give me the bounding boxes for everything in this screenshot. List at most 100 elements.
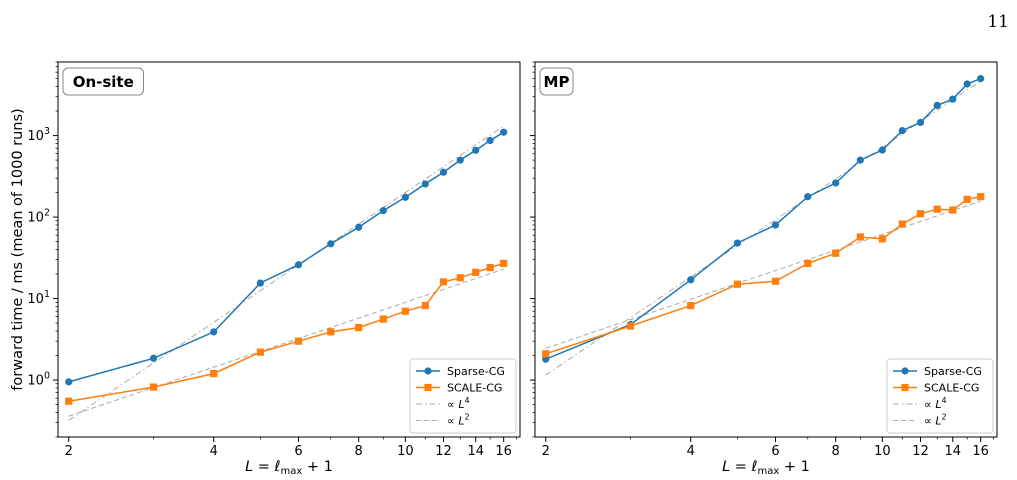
y-tick-label: 103 xyxy=(27,126,50,144)
data-point xyxy=(379,207,387,215)
data-point xyxy=(856,156,864,164)
data-point xyxy=(898,220,906,228)
legend-marker xyxy=(424,383,432,392)
data-point xyxy=(933,205,941,213)
legend-marker xyxy=(901,383,909,392)
legend-label: ∝ L4 xyxy=(447,396,470,411)
panel-title-text: MP xyxy=(544,73,570,91)
legend: Sparse-CG SCALE-CG∝ L4 ∝ L2 xyxy=(409,358,517,434)
panel-title-box xyxy=(62,67,144,96)
data-point xyxy=(65,378,73,386)
data-point xyxy=(439,278,448,286)
legend-box xyxy=(886,358,994,434)
data-point xyxy=(949,95,957,103)
x-tick-label: 6 xyxy=(294,444,302,459)
data-point xyxy=(149,383,158,391)
y-tick-label: 101 xyxy=(27,289,50,307)
data-point xyxy=(977,193,985,201)
data-point xyxy=(878,146,886,154)
legend-label: Sparse-CG xyxy=(447,365,505,378)
legend-label: ∝ L2 xyxy=(447,413,470,428)
x-tick-label: 12 xyxy=(912,444,929,459)
panel-on-site: 100 101 102 103 2 4 6 8 10 12 14 16 L = ℓmax + 1 On-s… xyxy=(27,61,521,477)
data-point xyxy=(626,322,635,330)
panel-title: On-site xyxy=(62,67,144,96)
legend-label: SCALE-CG xyxy=(924,382,979,395)
panel-title: MP xyxy=(539,67,574,96)
x-tick-label: 16 xyxy=(495,444,512,459)
data-point xyxy=(542,350,550,358)
data-point xyxy=(421,180,429,188)
x-tick-label: 2 xyxy=(65,444,73,459)
data-point xyxy=(804,259,812,268)
data-point xyxy=(500,128,508,136)
series-group xyxy=(65,125,508,421)
data-point xyxy=(256,348,264,356)
data-point xyxy=(401,307,409,315)
x-tick-label: 12 xyxy=(435,444,452,459)
x-tick-label: 14 xyxy=(944,444,961,459)
data-point xyxy=(687,276,695,284)
data-point xyxy=(832,249,840,257)
data-point xyxy=(379,315,387,323)
data-point xyxy=(856,233,864,241)
data-point xyxy=(355,324,363,332)
data-point xyxy=(804,193,812,201)
x-tick-label: 2 xyxy=(542,444,550,459)
data-point xyxy=(401,193,409,201)
panel-title-text: On-site xyxy=(73,73,134,91)
data-point xyxy=(933,101,941,109)
data-point xyxy=(421,301,429,310)
data-point xyxy=(256,279,264,287)
data-point xyxy=(210,369,218,378)
legend-marker xyxy=(901,367,909,375)
data-point xyxy=(456,274,464,282)
data-point xyxy=(963,80,971,88)
data-point xyxy=(733,280,741,288)
x-axis-label: L = ℓmax + 1 xyxy=(245,459,333,477)
legend: Sparse-CG SCALE-CG∝ L4 ∝ L2 xyxy=(886,358,994,434)
x-axis-label: L = ℓmax + 1 xyxy=(722,459,810,477)
x-tick-label: 10 xyxy=(874,444,891,459)
data-point xyxy=(878,235,886,243)
data-point xyxy=(486,136,494,145)
data-point xyxy=(486,263,494,272)
legend-label: ∝ L2 xyxy=(924,413,947,428)
data-point xyxy=(898,127,906,135)
series-line-scale-cg xyxy=(545,195,981,355)
data-point xyxy=(687,301,695,310)
data-point xyxy=(949,206,957,214)
data-point xyxy=(542,355,550,363)
data-point xyxy=(65,397,73,405)
data-point xyxy=(916,210,925,218)
series-group xyxy=(542,75,985,376)
series-line--l4 xyxy=(545,80,981,376)
data-point xyxy=(439,168,448,176)
page-number: 11 xyxy=(987,12,1009,32)
x-tick-label: 10 xyxy=(397,444,414,459)
x-tick-label: 16 xyxy=(972,444,989,459)
data-point xyxy=(327,328,335,336)
data-point xyxy=(456,156,464,164)
x-tick-label: 14 xyxy=(467,444,484,459)
data-point xyxy=(149,354,158,362)
series-line--l4 xyxy=(68,125,504,421)
data-point xyxy=(472,146,480,154)
data-point xyxy=(294,261,303,269)
data-point xyxy=(963,195,971,203)
x-tick-label: 4 xyxy=(210,444,218,459)
y-axis-label: forward time / ms (mean of 1000 runs) xyxy=(10,108,26,390)
y-tick-label: 100 xyxy=(27,371,50,389)
data-point xyxy=(832,179,840,187)
y-tick-label: 102 xyxy=(27,208,50,226)
legend-box xyxy=(409,358,517,434)
data-point xyxy=(294,337,303,345)
data-point xyxy=(771,221,780,229)
series-line--l2 xyxy=(545,200,981,349)
data-point xyxy=(472,268,480,276)
series-line-sparse-cg xyxy=(545,77,981,360)
legend-label: Sparse-CG xyxy=(924,365,982,378)
panel-mp: 2 4 6 8 10 12 14 16 L = ℓmax + 1 MP Sparse-CG SCALE… xyxy=(530,61,998,477)
x-tick-label: 6 xyxy=(771,444,779,459)
